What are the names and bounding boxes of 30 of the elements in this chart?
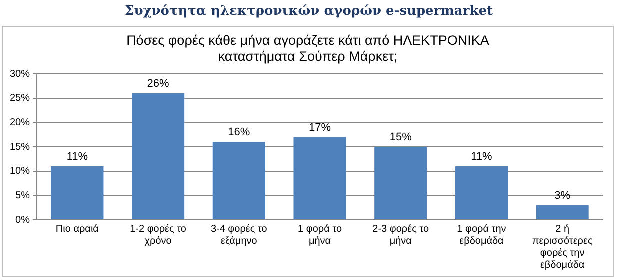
y-tick-label: 0% [16,214,30,226]
data-label: 16% [228,126,250,139]
bar [212,142,266,220]
y-tick-label: 15% [10,142,30,153]
x-tick-label: Πιο αραιά [56,224,100,235]
data-label: 15% [390,132,412,144]
chart-title: Συχνότητα ηλεκτρονικών αγορών e-supermarket [124,3,494,21]
x-tick-label: 3-4 φορές το εξάμηνο [210,224,268,247]
x-tick-label: 1 φορά το μήνα [298,224,342,247]
x-tick-label: 1-2 φορές το χρόνο [130,224,187,247]
y-tick-label: 25% [10,93,30,104]
x-tick-label: 2-3 φορές το μήνα [372,224,430,247]
data-label: 17% [308,122,332,134]
y-tick-label: 20% [10,117,30,128]
bar [294,137,346,220]
bar [132,93,185,220]
x-tick-label: 2 ή περισσότερες φορές την εβδομάδα [532,224,593,271]
bar [455,166,508,220]
y-tick-label: 5% [16,190,30,202]
x-tick-label: 1 φορά την εβδομάδα [457,224,506,247]
y-tick-label: 30% [10,68,30,80]
data-label: 26% [147,78,170,90]
bar [536,205,589,220]
data-label: 11% [471,151,493,163]
data-label: 11% [66,151,88,163]
chart-subtitle: Πόσες φορές κάθε μήνα αγοράζετε κάτι από ΗΛΕΚΤΡΟΝΙΚΑ καταστήματα Σούπερ Μάρκετ; [126,33,490,65]
bar [374,147,428,220]
y-tick-label: 10% [10,166,30,178]
bar [51,166,104,220]
data-label: 3% [554,190,571,202]
